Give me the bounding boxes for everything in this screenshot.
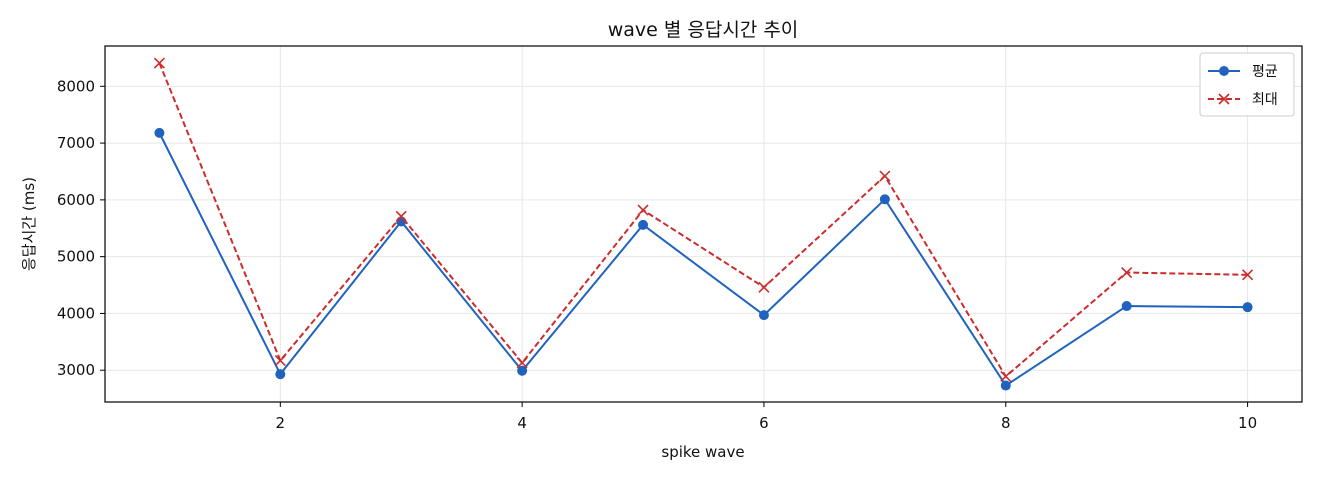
- y-axis-label: 응답시간 (ms): [20, 177, 38, 271]
- x-tick-label: 6: [759, 414, 769, 432]
- series-group: [153, 57, 1254, 391]
- series-line: [158, 62, 1248, 378]
- y-tick-label: 7000: [57, 134, 95, 152]
- legend-item-avg: 평균: [1208, 64, 1278, 80]
- x-tick-label: 4: [517, 414, 527, 432]
- x-tick-label: 2: [276, 414, 286, 432]
- data-point: [154, 127, 165, 138]
- y-tick-label: 5000: [57, 248, 95, 266]
- x-axis-label: spike wave: [661, 443, 744, 461]
- grid: [105, 46, 1302, 402]
- legend-label-max: 최대: [1252, 92, 1278, 108]
- data-point: [153, 57, 165, 69]
- plot-area: [104, 45, 1303, 403]
- y-tick-label: 8000: [57, 77, 95, 95]
- data-point: [395, 210, 407, 222]
- data-point: [1000, 380, 1011, 391]
- series-line: [158, 132, 1248, 387]
- data-point: [517, 365, 528, 376]
- chart-title: wave 별 응답시간 추이: [608, 19, 799, 41]
- legend: 평균 최대: [1199, 52, 1295, 117]
- data-point: [1121, 266, 1133, 279]
- data-point: [516, 357, 528, 369]
- data-point: [758, 310, 769, 321]
- data-point: [879, 194, 890, 205]
- legend-label-avg: 평균: [1252, 64, 1278, 80]
- data-point: [758, 281, 770, 293]
- data-point: [1242, 302, 1253, 313]
- series-max: [153, 57, 1254, 383]
- data-point: [274, 354, 286, 367]
- y-tick-label: 6000: [57, 191, 95, 209]
- data-point: [637, 204, 649, 216]
- data-point: [275, 369, 286, 380]
- data-point: [638, 219, 649, 230]
- data-point: [879, 170, 891, 182]
- legend-item-max: 최대: [1208, 92, 1278, 108]
- data-point: [1242, 269, 1254, 281]
- x-tick-label: 10: [1238, 414, 1257, 432]
- x-axis-ticks: 2 4 6 8 10: [276, 402, 1257, 432]
- legend-marker-max: [1218, 93, 1230, 105]
- y-tick-label: 3000: [57, 361, 95, 379]
- series-avg: [154, 127, 1253, 391]
- x-tick-label: 8: [1001, 414, 1011, 432]
- y-tick-label: 4000: [57, 304, 95, 322]
- data-point: [1000, 370, 1012, 383]
- data-point: [1121, 301, 1132, 312]
- legend-box: [1199, 52, 1295, 117]
- legend-marker-avg: [1219, 66, 1229, 76]
- y-axis-ticks: 3000 4000 5000 6000 7000 8000: [57, 77, 105, 379]
